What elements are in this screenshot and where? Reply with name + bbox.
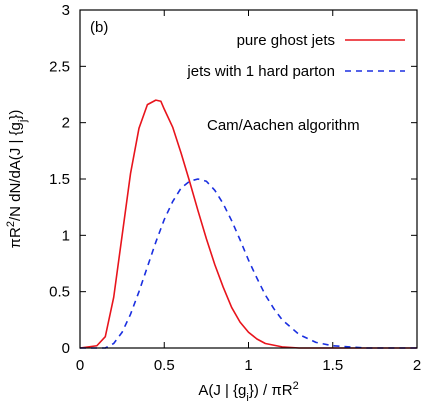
series-line-jets-with-1-hard-parton <box>80 178 417 349</box>
panel-label: (b) <box>90 19 108 36</box>
y-tick-label: 3 <box>62 2 70 19</box>
x-tick-label: 1 <box>244 357 252 374</box>
series-lines <box>79 99 417 349</box>
y-tick-label: 2 <box>62 115 70 132</box>
x-tick-label: 1.5 <box>322 357 343 374</box>
legend-label-pure-ghost-jets: pure ghost jets <box>237 32 335 49</box>
x-tick-label: 0 <box>76 357 84 374</box>
series-line-pure-ghost-jets <box>79 99 417 349</box>
y-tick-label: 1.5 <box>49 171 70 188</box>
y-tick-label: 1 <box>62 227 70 244</box>
axes: 0 0.5 1 1.5 2 0 0.5 1 1.5 2 2.5 3 <box>49 2 421 374</box>
x-tick-label: 2 <box>413 357 421 374</box>
legend: pure ghost jets jets with 1 hard parton <box>186 32 405 80</box>
x-axis-label: A(J | {gi}) / πR2 <box>198 380 298 404</box>
legend-label-jets-with-1-hard-parton: jets with 1 hard parton <box>186 63 335 80</box>
algorithm-annotation: Cam/Aachen algorithm <box>207 117 360 134</box>
x-tick-label: 0.5 <box>154 357 175 374</box>
y-axis-label: πR2/N dN/dA(J | {gj}) <box>5 110 29 249</box>
y-tick-label: 0.5 <box>49 284 70 301</box>
y-tick-label: 0 <box>62 340 70 357</box>
plot-frame <box>79 9 418 349</box>
y-tick-label: 2.5 <box>49 58 70 75</box>
